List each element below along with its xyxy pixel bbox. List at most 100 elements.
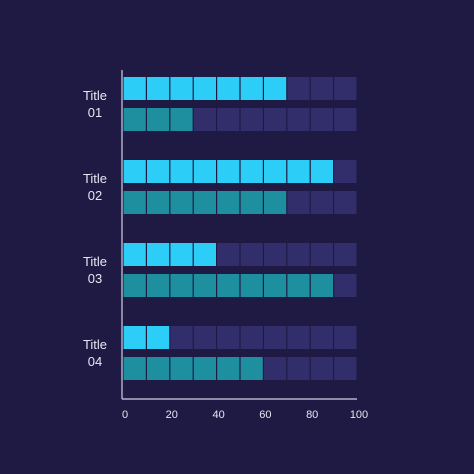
bar-segment-filled <box>147 77 170 100</box>
bar-segment-filled <box>123 108 146 131</box>
bar-segment-filled <box>170 357 193 380</box>
x-tick-label: 80 <box>306 409 318 421</box>
bar-cat2-series1 <box>123 160 357 183</box>
bar-segment-empty <box>287 108 310 131</box>
category-label-1: Title 01 <box>83 88 107 120</box>
bar-segment-filled <box>264 160 287 183</box>
bar-segment-filled <box>123 160 146 183</box>
bar-cat1-series2 <box>123 108 357 131</box>
bar-segment-filled <box>170 243 193 266</box>
bar-segment-filled <box>147 191 170 214</box>
bar-cat1-series1 <box>123 77 357 100</box>
bar-segment-filled <box>170 160 193 183</box>
bar-segment-filled <box>217 191 240 214</box>
category-label-4: Title 04 <box>83 337 107 369</box>
x-tick-label: 100 <box>350 409 368 421</box>
bar-segment-filled <box>193 357 216 380</box>
bar-cat4-series2 <box>123 357 357 380</box>
bar-segment-empty <box>287 357 310 380</box>
category-label-3: Title 03 <box>83 254 107 286</box>
bar-segment-empty <box>170 326 193 349</box>
bar-segment-empty <box>310 191 333 214</box>
bar-segment-filled <box>123 243 146 266</box>
bar-cat3-series1 <box>123 243 357 266</box>
bar-segment-empty <box>310 108 333 131</box>
bar-segment-filled <box>240 274 263 297</box>
bar-segment-filled <box>287 160 310 183</box>
bar-segment-empty <box>334 160 357 183</box>
bar-segment-empty <box>334 243 357 266</box>
x-ticks-layer: 0 20 40 60 80 100 <box>122 409 368 421</box>
bar-segment-empty <box>217 243 240 266</box>
bar-segment-filled <box>264 274 287 297</box>
bar-segment-empty <box>287 77 310 100</box>
x-tick-label: 20 <box>166 409 178 421</box>
bar-segment-filled <box>170 108 193 131</box>
bar-segment-filled <box>123 357 146 380</box>
bar-segment-filled <box>170 191 193 214</box>
bar-segment-filled <box>147 243 170 266</box>
bar-segment-filled <box>217 274 240 297</box>
bar-segment-empty <box>193 326 216 349</box>
bar-segment-empty <box>334 274 357 297</box>
bar-segment-filled <box>240 191 263 214</box>
bar-segment-filled <box>193 77 216 100</box>
bar-segment-filled <box>147 326 170 349</box>
bar-segment-filled <box>147 160 170 183</box>
x-tick-label: 60 <box>259 409 271 421</box>
bar-cat3-series2 <box>123 274 357 297</box>
bar-segment-empty <box>334 108 357 131</box>
bar-segment-filled <box>217 160 240 183</box>
bar-segment-empty <box>264 357 287 380</box>
bar-segment-filled <box>264 77 287 100</box>
bar-segment-empty <box>310 357 333 380</box>
bar-segment-filled <box>147 274 170 297</box>
category-labels-layer: Title 01 Title 02 Title 03 Title 04 <box>83 88 107 369</box>
bar-segment-filled <box>240 357 263 380</box>
bar-segment-empty <box>217 326 240 349</box>
bar-segment-filled <box>217 77 240 100</box>
bar-segment-empty <box>264 108 287 131</box>
bar-segment-empty <box>310 243 333 266</box>
bar-segment-filled <box>147 108 170 131</box>
bar-segment-filled <box>264 191 287 214</box>
bar-segment-filled <box>193 243 216 266</box>
bar-segment-empty <box>240 326 263 349</box>
bar-segment-empty <box>310 77 333 100</box>
bar-segment-empty <box>334 77 357 100</box>
bars-layer <box>123 77 357 380</box>
bar-segment-empty <box>334 326 357 349</box>
bar-segment-filled <box>193 274 216 297</box>
bar-segment-filled <box>240 77 263 100</box>
bar-segment-filled <box>217 357 240 380</box>
bar-segment-filled <box>310 274 333 297</box>
bar-segment-filled <box>310 160 333 183</box>
bar-segment-empty <box>217 108 240 131</box>
bar-segment-filled <box>123 191 146 214</box>
bar-segment-filled <box>123 326 146 349</box>
bar-segment-empty <box>264 326 287 349</box>
bar-segment-filled <box>147 357 170 380</box>
x-tick-label: 0 <box>122 409 128 421</box>
category-label-2: Title 02 <box>83 171 107 203</box>
bar-cat4-series1 <box>123 326 357 349</box>
bar-segment-filled <box>170 274 193 297</box>
bar-segment-filled <box>123 77 146 100</box>
bar-segment-empty <box>193 108 216 131</box>
bar-segment-filled <box>287 274 310 297</box>
bar-segment-empty <box>334 191 357 214</box>
bar-segment-empty <box>240 108 263 131</box>
bar-segment-empty <box>310 326 333 349</box>
bar-segment-empty <box>264 243 287 266</box>
bar-segment-filled <box>193 160 216 183</box>
x-tick-label: 40 <box>212 409 224 421</box>
bar-segment-filled <box>193 191 216 214</box>
bar-segment-empty <box>287 191 310 214</box>
bar-segment-filled <box>170 77 193 100</box>
bar-segment-empty <box>240 243 263 266</box>
bar-segment-filled <box>123 274 146 297</box>
bar-cat2-series2 <box>123 191 357 214</box>
